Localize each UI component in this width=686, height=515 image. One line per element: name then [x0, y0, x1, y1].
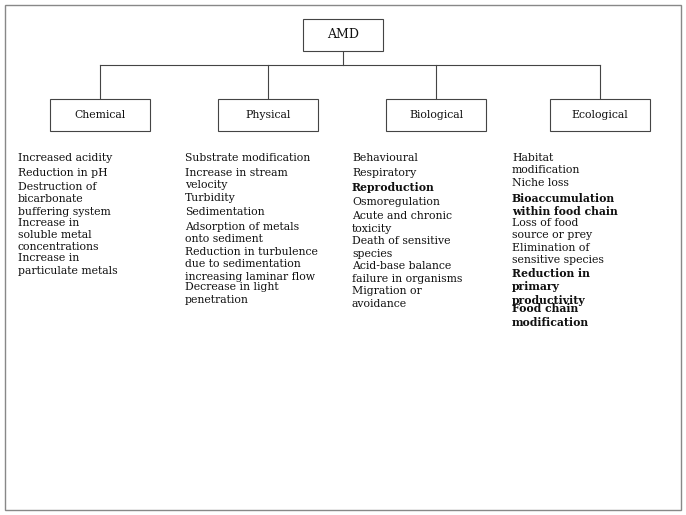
- Text: Respiratory: Respiratory: [352, 167, 416, 178]
- Text: Niche loss: Niche loss: [512, 178, 569, 188]
- Text: Substrate modification: Substrate modification: [185, 153, 310, 163]
- FancyBboxPatch shape: [218, 99, 318, 131]
- Text: Reduction in
primary
productivity: Reduction in primary productivity: [512, 268, 590, 306]
- FancyBboxPatch shape: [303, 19, 383, 51]
- Text: Increased acidity: Increased acidity: [18, 153, 113, 163]
- Text: Food chain
modification: Food chain modification: [512, 303, 589, 328]
- Text: Reduction in pH: Reduction in pH: [18, 167, 108, 178]
- Text: Decrease in light
penetration: Decrease in light penetration: [185, 282, 279, 305]
- Text: Sedimentation: Sedimentation: [185, 207, 265, 217]
- Text: Increase in
soluble metal
concentrations: Increase in soluble metal concentrations: [18, 218, 99, 252]
- Text: Elimination of
sensitive species: Elimination of sensitive species: [512, 243, 604, 265]
- Text: Increase in
particulate metals: Increase in particulate metals: [18, 253, 117, 276]
- Text: Osmoregulation: Osmoregulation: [352, 197, 440, 207]
- Text: AMD: AMD: [327, 28, 359, 42]
- Text: Ecological: Ecological: [571, 110, 628, 120]
- Text: Biological: Biological: [409, 110, 463, 120]
- FancyBboxPatch shape: [386, 99, 486, 131]
- Text: Chemical: Chemical: [74, 110, 126, 120]
- Text: Behavioural: Behavioural: [352, 153, 418, 163]
- Text: Habitat
modification: Habitat modification: [512, 153, 580, 176]
- Text: Acute and chronic
toxicity: Acute and chronic toxicity: [352, 211, 452, 233]
- FancyBboxPatch shape: [50, 99, 150, 131]
- Text: Increase in stream
velocity: Increase in stream velocity: [185, 167, 287, 190]
- Text: Physical: Physical: [246, 110, 291, 120]
- Text: Migration or
avoidance: Migration or avoidance: [352, 286, 422, 308]
- Text: Reduction in turbulence
due to sedimentation
increasing laminar flow: Reduction in turbulence due to sedimenta…: [185, 247, 318, 282]
- Text: Adsorption of metals
onto sediment: Adsorption of metals onto sediment: [185, 221, 299, 244]
- Text: Acid-base balance
failure in organisms: Acid-base balance failure in organisms: [352, 261, 462, 284]
- Text: Bioaccumulation
within food chain: Bioaccumulation within food chain: [512, 193, 618, 217]
- Text: Reproduction: Reproduction: [352, 182, 435, 193]
- FancyBboxPatch shape: [550, 99, 650, 131]
- Text: Turbidity: Turbidity: [185, 193, 236, 202]
- Text: Death of sensitive
species: Death of sensitive species: [352, 236, 451, 259]
- Text: Destruction of
bicarbonate
buffering system: Destruction of bicarbonate buffering sys…: [18, 182, 110, 217]
- Text: Loss of food
source or prey: Loss of food source or prey: [512, 218, 592, 240]
